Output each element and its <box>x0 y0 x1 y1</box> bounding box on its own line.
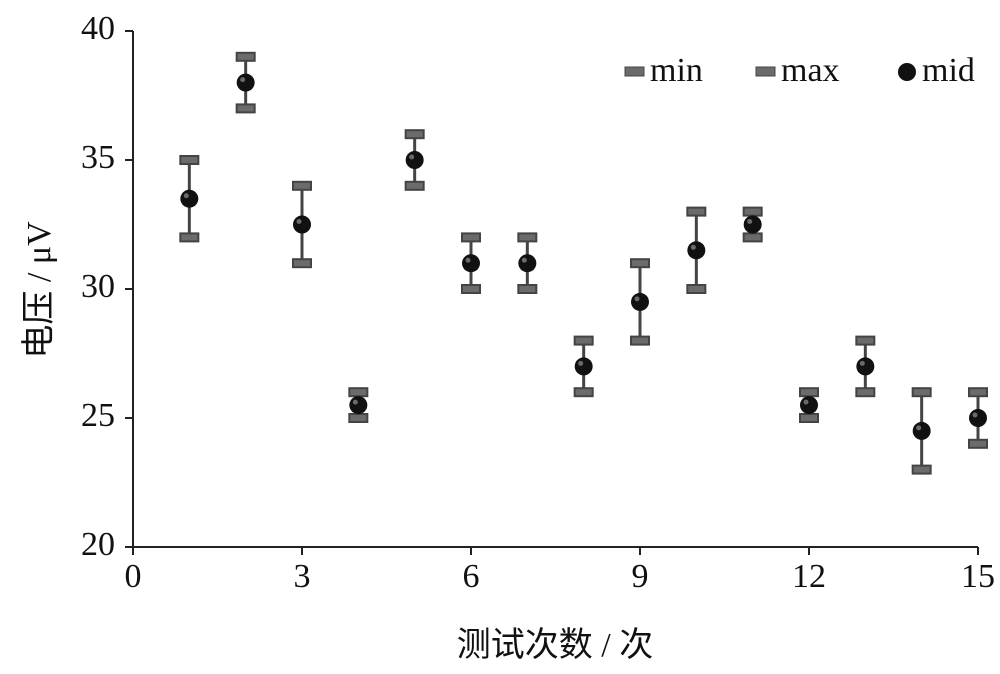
min-point <box>404 180 425 191</box>
mid-point <box>349 396 368 415</box>
max-point <box>686 206 707 217</box>
y-axis-title: 电压 / μV <box>20 221 58 359</box>
y-tick-label: 30 <box>81 268 115 305</box>
min-point <box>630 335 650 346</box>
x-tick-label: 15 <box>961 558 995 595</box>
min-point <box>968 438 988 449</box>
y-tick-label: 40 <box>81 10 115 47</box>
max-point <box>461 232 481 243</box>
mid-point <box>856 357 875 376</box>
mid-point-highlight <box>465 257 471 263</box>
max-point <box>179 155 200 165</box>
max-point <box>517 232 538 243</box>
mid-point-highlight <box>859 360 865 366</box>
x-axis-title: 测试次数 / 次 <box>457 626 653 664</box>
mid-point-highlight <box>690 244 696 250</box>
legend-min-label: min <box>650 52 703 89</box>
min-point <box>235 103 256 114</box>
max-point <box>348 387 369 398</box>
mid-point <box>574 357 593 376</box>
y-tick-label: 25 <box>81 397 115 434</box>
y-tick-label: 35 <box>81 139 115 176</box>
axes <box>132 31 978 548</box>
mid-point <box>912 421 931 440</box>
mid-point-highlight <box>240 77 246 83</box>
x-tick-label: 3 <box>294 558 311 595</box>
mid-point <box>405 151 424 169</box>
max-point <box>292 180 312 191</box>
mid-point <box>969 409 987 427</box>
min-point <box>573 387 594 398</box>
min-point <box>461 284 481 294</box>
max-point <box>742 206 763 217</box>
min-point <box>742 232 763 243</box>
mid-point <box>518 254 537 273</box>
max-point <box>855 335 876 346</box>
min-point <box>348 413 369 423</box>
legend-mid-marker <box>898 63 916 81</box>
legend-max-swatch <box>755 66 776 77</box>
max-point <box>630 258 650 269</box>
mid-point-highlight <box>916 425 922 431</box>
mid-point-highlight <box>409 154 415 160</box>
mid-point-highlight <box>747 219 753 224</box>
mid-point <box>687 241 706 260</box>
mid-point <box>631 292 649 311</box>
max-point <box>911 387 932 398</box>
mid-point-highlight <box>521 257 527 263</box>
min-point <box>179 232 200 243</box>
legend: min max mid <box>624 52 975 89</box>
mid-point-highlight <box>803 399 809 405</box>
min-point <box>517 284 538 294</box>
min-point <box>911 464 932 475</box>
min-point <box>799 413 819 423</box>
mid-point-highlight <box>634 296 640 302</box>
mid-point-highlight <box>296 219 302 224</box>
x-tick-label: 6 <box>463 558 480 595</box>
y-tick-label: 20 <box>81 526 115 563</box>
y-ticks: 20 25 30 35 40 <box>81 10 133 563</box>
legend-max-label: max <box>781 52 840 89</box>
max-point <box>235 51 256 62</box>
min-point <box>292 258 312 269</box>
mid-point-highlight <box>352 399 358 405</box>
max-point <box>404 129 425 140</box>
mid-point-highlight <box>972 412 978 418</box>
x-tick-label: 0 <box>125 558 142 595</box>
x-ticks: 0 3 6 9 12 15 <box>125 547 995 595</box>
mid-point <box>800 396 818 415</box>
legend-mid-label: mid <box>922 52 975 89</box>
mid-point <box>462 254 480 273</box>
x-tick-label: 12 <box>792 558 826 595</box>
max-point <box>799 387 819 398</box>
legend-min-swatch <box>624 66 645 77</box>
mid-point <box>293 215 311 234</box>
x-tick-label: 9 <box>632 558 649 595</box>
mid-point-highlight <box>578 360 584 366</box>
mid-point <box>180 189 199 208</box>
min-point <box>855 387 876 398</box>
mid-point <box>743 215 762 234</box>
mid-point <box>236 73 255 92</box>
mid-point-highlight <box>183 193 189 199</box>
data-points <box>179 51 988 475</box>
max-point <box>573 335 594 346</box>
max-point <box>968 387 988 398</box>
min-point <box>686 284 707 294</box>
